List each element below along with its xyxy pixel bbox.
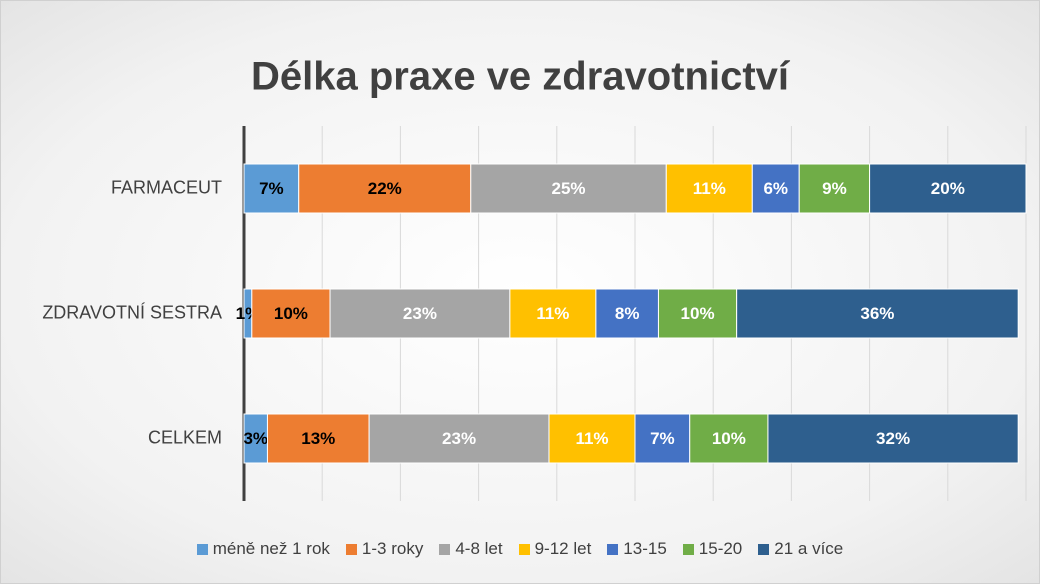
legend-label: 21 a více	[774, 539, 844, 558]
data-label: 10%	[712, 429, 746, 448]
bar-segment	[665, 163, 753, 214]
data-label: 3%	[243, 429, 268, 448]
legend-item: 15-20	[682, 539, 743, 559]
legend-swatch	[345, 543, 357, 555]
data-label: 10%	[681, 304, 715, 323]
y-tick-label: CELKEM	[148, 427, 222, 447]
bar-segment	[798, 163, 871, 214]
legend-swatch	[607, 543, 619, 555]
legend-swatch	[682, 543, 694, 555]
legend-swatch	[758, 543, 770, 555]
data-label: 20%	[931, 179, 965, 198]
data-label: 11%	[575, 429, 608, 448]
bar-segment	[548, 413, 636, 464]
data-label: 11%	[693, 179, 726, 198]
bar-segment	[298, 163, 472, 214]
data-label: 11%	[536, 304, 569, 323]
legend-label: 9-12 let	[534, 539, 592, 558]
data-label: 6%	[763, 179, 788, 198]
bar-segment	[634, 413, 691, 464]
chart-title: Délka praxe ve zdravotnictví	[251, 55, 791, 99]
data-label: 25%	[552, 179, 586, 198]
legend-swatch	[196, 543, 208, 555]
data-label: 8%	[615, 304, 640, 323]
bar-segment	[751, 163, 800, 214]
legend-label: 15-20	[698, 539, 743, 558]
bar-segment	[509, 288, 597, 339]
legend-item: méně než 1 rok	[196, 539, 330, 559]
bar-segment	[470, 163, 667, 214]
legend-swatch	[439, 543, 451, 555]
legend-item: 21 a více	[758, 539, 843, 559]
legend-label: 13-15	[623, 539, 667, 558]
data-label: 36%	[860, 304, 894, 323]
legend-label: méně než 1 rok	[212, 539, 330, 558]
bar-segment	[251, 288, 331, 339]
bar-segment	[329, 288, 511, 339]
legend: méně než 1 rok 1-3 roky 4-8 let 9-12 let 13-…	[1, 539, 1039, 559]
y-tick-label: ZDRAVOTNÍ SESTRA	[42, 302, 222, 322]
bar-segment	[243, 163, 300, 214]
legend-swatch	[518, 543, 530, 555]
data-label: 13%	[301, 429, 335, 448]
data-label: 9%	[822, 179, 847, 198]
legend-item: 4-8 let	[439, 539, 503, 559]
bar-segment	[869, 163, 1027, 214]
legend-label: 4-8 let	[455, 539, 503, 558]
data-label: 10%	[274, 304, 308, 323]
legend-item: 9-12 let	[518, 539, 592, 559]
legend-label: 1-3 roky	[361, 539, 424, 558]
data-label: 23%	[403, 304, 437, 323]
data-label: 22%	[368, 179, 402, 198]
data-label: 7%	[650, 429, 675, 448]
bar-segment	[657, 288, 738, 339]
bar-segment	[736, 288, 1019, 339]
bar-segment	[767, 413, 1019, 464]
data-label: 32%	[876, 429, 910, 448]
legend-item: 1-3 roky	[345, 539, 424, 559]
bar-segment	[595, 288, 659, 339]
legend-item: 13-15	[607, 539, 667, 559]
y-tick-label: FARMACEUT	[111, 177, 222, 197]
data-label: 7%	[259, 179, 284, 198]
bar-segment	[266, 413, 370, 464]
bar-segment	[368, 413, 550, 464]
data-label: 23%	[442, 429, 476, 448]
